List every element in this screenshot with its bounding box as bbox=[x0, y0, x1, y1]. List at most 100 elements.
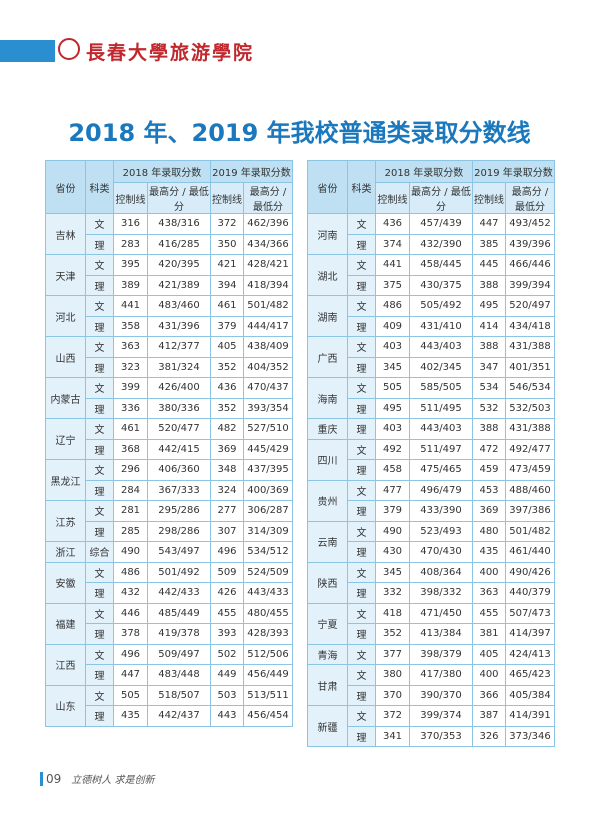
score-cell: 369 bbox=[210, 438, 244, 460]
header-cell: 控制线 bbox=[472, 182, 506, 214]
score-cell: 483/460 bbox=[147, 295, 211, 317]
header-cell: 省份 bbox=[307, 160, 348, 214]
score-cell: 375 bbox=[375, 274, 410, 296]
data-row: 山东文 505 518/507 503 513/511 bbox=[45, 684, 293, 727]
data-row: 理 284 367/333 324 400/369 bbox=[46, 479, 293, 501]
banner bbox=[0, 40, 55, 62]
data-row: 辽宁文 461 520/477 482 527/510 bbox=[45, 418, 293, 460]
data-row: 河北文 441 483/460 461 501/482 bbox=[45, 295, 293, 337]
province-cell: 湖北 bbox=[307, 254, 348, 296]
province-cell: 天津 bbox=[45, 254, 86, 296]
subject-cell: 综合 bbox=[85, 541, 114, 563]
subject-cell: 理 bbox=[347, 459, 376, 481]
score-cell: 505 bbox=[113, 684, 148, 706]
subject-cell: 文 bbox=[347, 561, 376, 583]
score-cell: 534 bbox=[472, 377, 506, 399]
subject-cell: 文 bbox=[347, 438, 376, 460]
score-cell: 444/417 bbox=[243, 315, 293, 337]
subject-cell: 理 bbox=[347, 274, 376, 296]
score-cell: 534/512 bbox=[243, 541, 293, 563]
score-cell: 424/413 bbox=[505, 643, 555, 665]
subject-cell: 文 bbox=[85, 602, 114, 624]
data-row: 理 379 433/390 369 397/386 bbox=[308, 500, 555, 522]
data-row: 陕西文 345 408/364 400 490/426 bbox=[307, 561, 555, 604]
score-cell: 445/429 bbox=[243, 438, 293, 460]
score-cell: 438/316 bbox=[147, 213, 211, 235]
score-cell: 298/286 bbox=[147, 520, 211, 542]
score-cell: 277 bbox=[210, 500, 244, 522]
score-cell: 438/409 bbox=[243, 336, 293, 358]
score-cell: 430/375 bbox=[409, 274, 473, 296]
score-cell: 380/336 bbox=[147, 397, 211, 419]
score-cell: 488/460 bbox=[505, 479, 555, 501]
score-cell: 434/418 bbox=[505, 315, 555, 337]
province-cell: 江苏 bbox=[45, 500, 86, 542]
score-cell: 398/379 bbox=[409, 643, 473, 665]
score-cell: 393 bbox=[210, 623, 244, 645]
header-row: 控制线 最高分 / 最低分 控制线 最高分 / 最低分 bbox=[308, 182, 555, 214]
score-cell: 501/482 bbox=[243, 295, 293, 317]
score-cell: 403 bbox=[375, 336, 410, 358]
score-cell: 366 bbox=[472, 684, 506, 706]
header-cell: 控制线 bbox=[375, 182, 410, 214]
score-cell: 377 bbox=[375, 643, 410, 665]
score-cell: 434/366 bbox=[243, 233, 293, 255]
score-cell: 379 bbox=[210, 315, 244, 337]
score-cell: 378 bbox=[113, 623, 148, 645]
data-row: 浙江 综合 490 543/497 496 534/512 bbox=[45, 541, 293, 563]
score-cell: 421 bbox=[210, 254, 244, 276]
score-cell: 501/482 bbox=[505, 520, 555, 542]
score-cell: 400 bbox=[472, 561, 506, 583]
score-cell: 295/286 bbox=[147, 500, 211, 522]
score-cell: 446 bbox=[113, 602, 148, 624]
score-cell: 501/492 bbox=[147, 561, 211, 583]
province-cell: 青海 bbox=[307, 643, 348, 665]
score-cell: 441 bbox=[375, 254, 410, 276]
score-cell: 436 bbox=[375, 213, 410, 235]
data-row: 湖北文 441 458/445 445 466/446 bbox=[307, 254, 555, 296]
score-cell: 385 bbox=[472, 233, 506, 255]
score-cell: 532 bbox=[472, 397, 506, 419]
score-cell: 381/324 bbox=[147, 356, 211, 378]
score-cell: 296 bbox=[113, 459, 148, 481]
province-cell: 河南 bbox=[307, 213, 348, 255]
score-cell: 379 bbox=[375, 500, 410, 522]
score-cell: 546/534 bbox=[505, 377, 555, 399]
score-cell: 428/421 bbox=[243, 254, 293, 276]
page-number: 09 bbox=[40, 772, 62, 786]
score-cell: 456/449 bbox=[243, 664, 293, 686]
score-cell: 480/455 bbox=[243, 602, 293, 624]
score-cell: 352 bbox=[375, 623, 410, 645]
data-row: 理 495 511/495 532 532/503 bbox=[308, 397, 555, 419]
score-cell: 387 bbox=[472, 705, 506, 727]
score-cell: 399/374 bbox=[409, 705, 473, 727]
score-cell: 486 bbox=[113, 561, 148, 583]
header-cell: 最高分 / 最低分 bbox=[505, 182, 555, 214]
subject-cell: 文 bbox=[85, 684, 114, 706]
subject-cell: 文 bbox=[347, 520, 376, 542]
score-cell: 285 bbox=[113, 520, 148, 542]
subject-cell: 理 bbox=[347, 356, 376, 378]
score-cell: 419/378 bbox=[147, 623, 211, 645]
subject-cell: 理 bbox=[347, 725, 376, 747]
score-cell: 390/370 bbox=[409, 684, 473, 706]
score-cell: 363 bbox=[113, 336, 148, 358]
score-cell: 284 bbox=[113, 479, 148, 501]
data-row: 理 341 370/353 326 373/346 bbox=[308, 725, 555, 747]
score-cell: 509/497 bbox=[147, 643, 211, 665]
province-cell: 湖南 bbox=[307, 295, 348, 337]
header-cell: 最高分 / 最低分 bbox=[147, 182, 211, 214]
score-cell: 435 bbox=[113, 705, 148, 727]
score-cell: 470/430 bbox=[409, 541, 473, 563]
data-row: 重庆理 403 443/403 388 431/388 bbox=[307, 418, 555, 440]
score-cell: 306/287 bbox=[243, 500, 293, 522]
subject-cell: 理 bbox=[347, 541, 376, 563]
score-cell: 495 bbox=[375, 397, 410, 419]
score-cell: 480 bbox=[472, 520, 506, 542]
score-cell: 417/380 bbox=[409, 664, 473, 686]
score-cell: 416/285 bbox=[147, 233, 211, 255]
subject-cell: 理 bbox=[85, 438, 114, 460]
score-cell: 520/477 bbox=[147, 418, 211, 440]
score-cell: 490/426 bbox=[505, 561, 555, 583]
score-cell: 442/437 bbox=[147, 705, 211, 727]
